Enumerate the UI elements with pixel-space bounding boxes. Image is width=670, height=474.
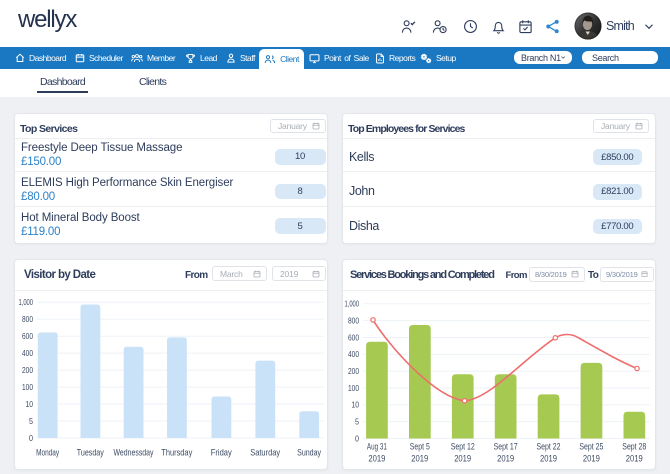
svg-text:Thursday: Thursday bbox=[161, 448, 192, 458]
svg-text:600: 600 bbox=[22, 332, 33, 341]
svg-text:2019: 2019 bbox=[540, 454, 557, 464]
svg-text:Sept 5: Sept 5 bbox=[410, 442, 430, 452]
svg-text:100: 100 bbox=[348, 384, 359, 393]
svg-text:2019: 2019 bbox=[454, 454, 471, 464]
svg-text:Sept 12: Sept 12 bbox=[451, 442, 475, 452]
svg-text:Monday: Monday bbox=[36, 448, 59, 458]
svg-text:800: 800 bbox=[22, 315, 33, 324]
svg-text:Wednessday: Wednessday bbox=[114, 448, 154, 458]
svg-text:200: 200 bbox=[22, 366, 33, 375]
svg-text:Sunday: Sunday bbox=[297, 448, 321, 458]
svg-text:Saturday: Saturday bbox=[250, 448, 280, 458]
svg-text:5: 5 bbox=[29, 417, 33, 426]
svg-text:600: 600 bbox=[348, 333, 359, 342]
svg-text:1,000: 1,000 bbox=[345, 300, 360, 309]
svg-text:2019: 2019 bbox=[626, 454, 643, 464]
svg-text:Aug 31: Aug 31 bbox=[367, 442, 387, 452]
svg-text:400: 400 bbox=[348, 350, 359, 359]
svg-text:10: 10 bbox=[352, 401, 360, 410]
svg-text:0: 0 bbox=[355, 434, 359, 443]
svg-text:2019: 2019 bbox=[583, 454, 600, 464]
svg-text:Friday: Friday bbox=[211, 448, 232, 458]
svg-text:Sept 17: Sept 17 bbox=[494, 442, 518, 452]
svg-text:2019: 2019 bbox=[497, 454, 514, 464]
svg-text:400: 400 bbox=[22, 349, 33, 358]
svg-text:2019: 2019 bbox=[411, 454, 428, 464]
svg-text:Tuesday: Tuesday bbox=[77, 448, 104, 458]
svg-text:800: 800 bbox=[348, 316, 359, 325]
svg-text:1,000: 1,000 bbox=[19, 298, 34, 307]
svg-text:2019: 2019 bbox=[368, 454, 385, 464]
svg-text:Sept 28: Sept 28 bbox=[622, 442, 646, 452]
svg-text:200: 200 bbox=[348, 367, 359, 376]
svg-text:5: 5 bbox=[355, 417, 359, 426]
svg-text:Sept 22: Sept 22 bbox=[537, 442, 561, 452]
svg-text:0: 0 bbox=[29, 434, 33, 443]
svg-text:10: 10 bbox=[26, 400, 34, 409]
svg-text:Sept 25: Sept 25 bbox=[579, 442, 603, 452]
svg-text:100: 100 bbox=[22, 383, 33, 392]
